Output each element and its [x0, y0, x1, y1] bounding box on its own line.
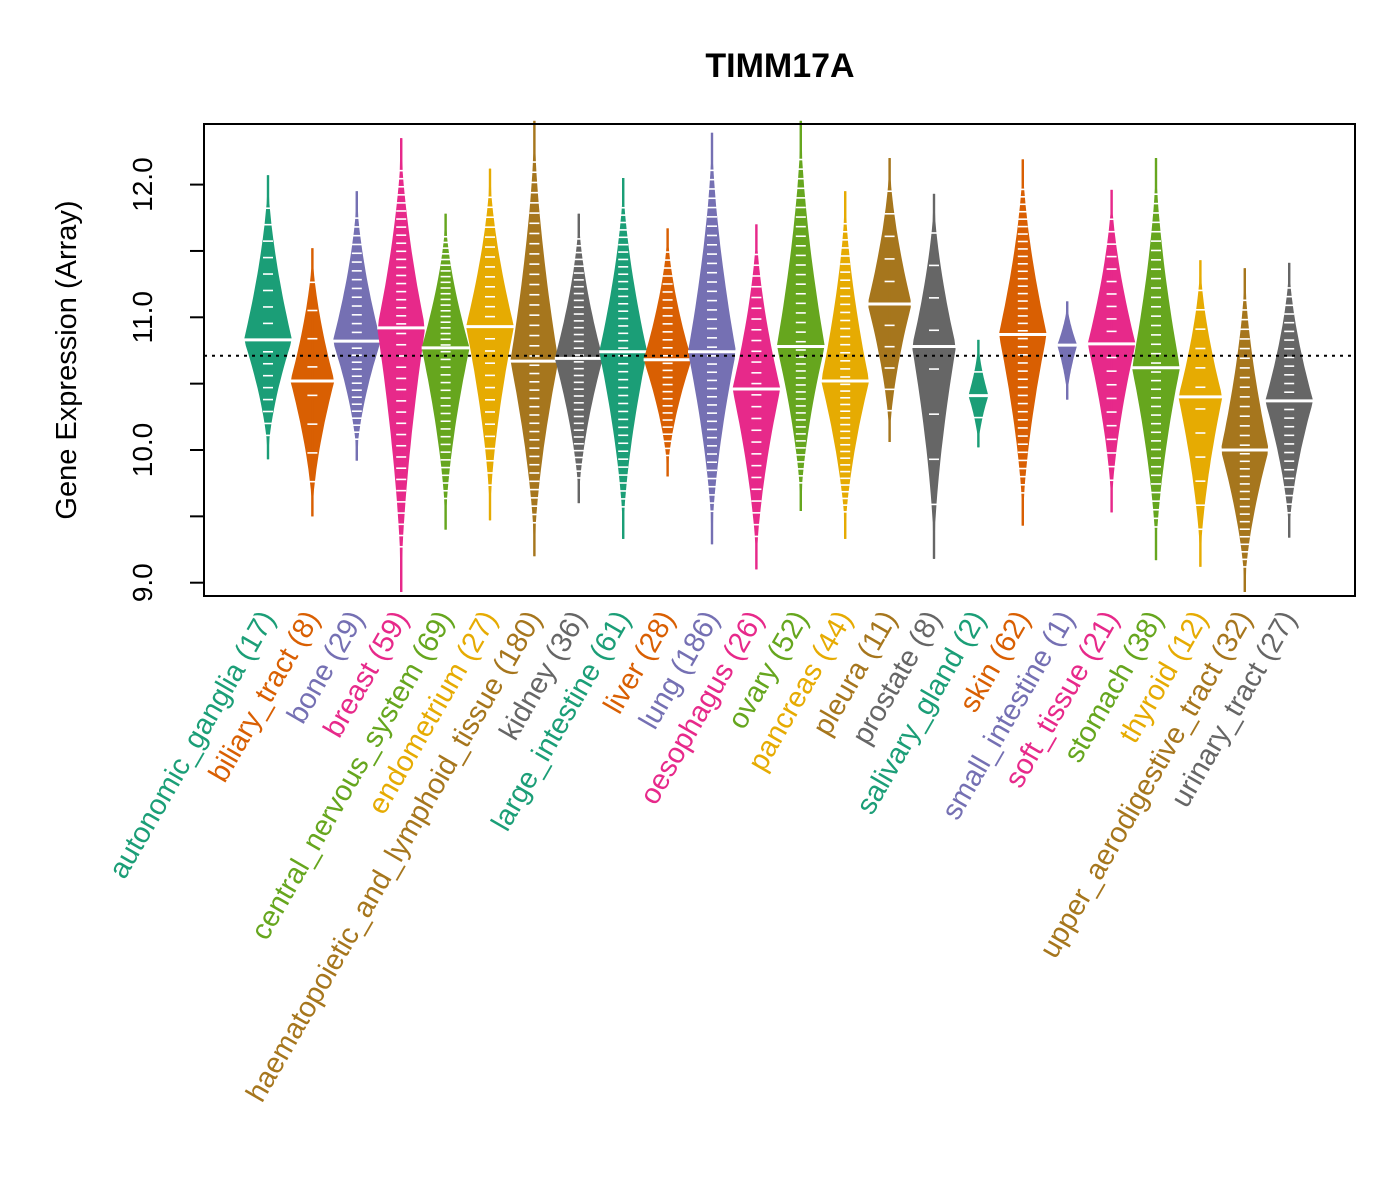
violin-small_intestine [1057, 301, 1078, 400]
violin-oesophagus [732, 224, 781, 570]
y-tick-label: 12.0 [127, 157, 158, 212]
violin-upper_aerodigestive_tract [1220, 268, 1269, 592]
violin-large_intestine [599, 177, 648, 539]
violin-prostate [912, 193, 956, 559]
violin-lung [688, 132, 736, 545]
violin-soft_tissue [1087, 189, 1136, 513]
violin-urinary_tract [1265, 262, 1314, 538]
violin-pancreas [821, 191, 870, 539]
violin-haematopoietic_and_lymphoid_tissue [510, 120, 559, 557]
violins [244, 120, 1314, 592]
violin-stomach [1132, 158, 1180, 561]
violin-salivary_gland [968, 339, 989, 448]
x-axis-labels: autonomic_ganglia (17)biliary_tract (8)b… [103, 606, 1303, 1108]
violin-pleura [867, 158, 912, 443]
y-axis: 9.0 10.0 11.0 12.0 [127, 157, 204, 602]
violin-bone [332, 191, 381, 461]
violin-autonomic_ganglia [244, 175, 292, 460]
violin-liver [643, 228, 692, 477]
chart-title: TIMM17A [705, 47, 854, 85]
plot-frame [203, 123, 1356, 597]
y-tick-label: 9.0 [127, 563, 158, 602]
violin-central_nervous_system [421, 213, 470, 530]
violin-breast [377, 138, 426, 592]
violin-kidney [554, 213, 603, 504]
y-axis-label: Gene Expression (Array) [51, 200, 83, 519]
violin-skin [998, 159, 1047, 526]
y-tick-label: 11.0 [127, 291, 158, 343]
violin-biliary_tract [290, 248, 335, 517]
violin-endometrium [466, 168, 514, 521]
y-tick-label: 10.0 [127, 423, 158, 478]
violin-ovary [776, 120, 825, 512]
violin-thyroid [1178, 260, 1223, 567]
